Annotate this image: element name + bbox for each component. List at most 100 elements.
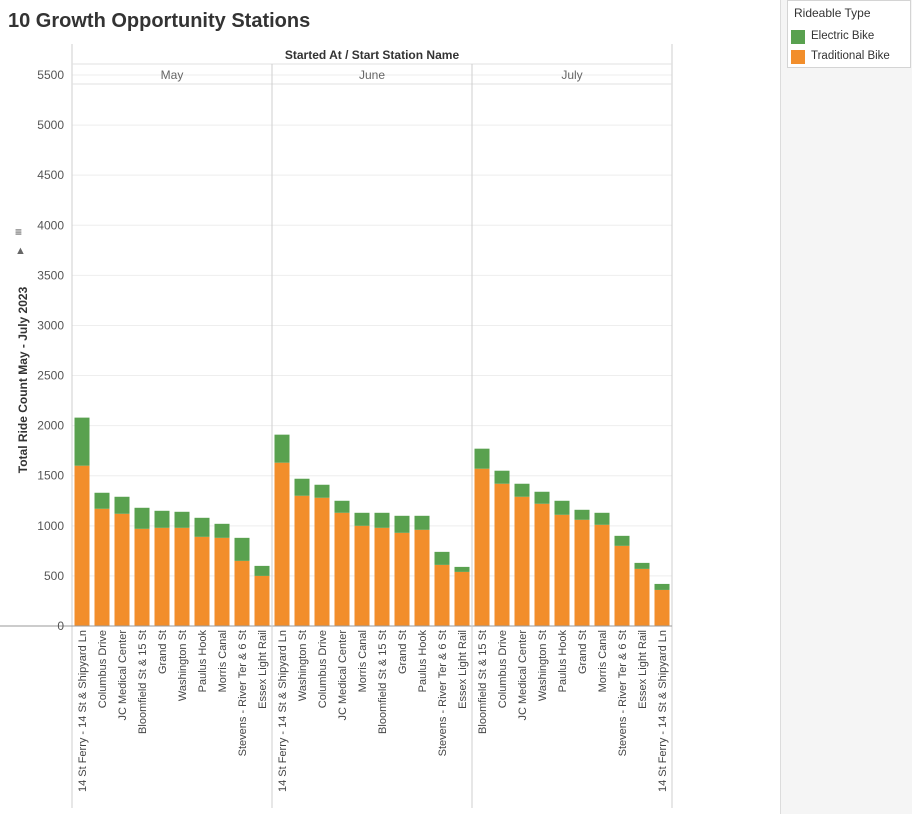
x-tick-label: Washington St [297,630,309,701]
bar-electric [454,566,470,572]
x-tick-label: Grand St [157,630,169,674]
x-tick-label: JC Medical Center [517,630,529,721]
x-tick-label: Stevens - River Ter & 6 St [617,630,629,756]
x-tick-label: JC Medical Center [117,630,129,721]
right-panel [780,0,912,814]
chart-title: 10 Growth Opportunity Stations [8,10,311,32]
sort-icon: ≡ [15,225,22,239]
x-tick-label: Morris Canal [217,630,229,692]
legend-label-traditional: Traditional Bike [811,50,890,62]
bar-electric [414,515,430,530]
x-tick-label: Essex Light Rail [457,630,469,709]
y-tick-label: 1000 [37,519,64,533]
bar-traditional [434,564,450,626]
x-tick-label: 14 St Ferry - 14 St & Shipyard Ln [77,630,89,792]
legend: Rideable Type Electric Bike Traditional … [787,0,911,68]
x-tick-label: Columbus Drive [97,630,109,708]
x-tick-label: Grand St [397,630,409,674]
bar-traditional [334,512,350,626]
y-tick-label: 4500 [37,168,64,182]
legend-title: Rideable Type [794,6,871,20]
bar-electric [254,565,270,576]
bar-traditional [94,508,110,626]
pin-icon: ▲ [15,245,26,257]
y-tick-label: 3000 [37,318,64,332]
bar-traditional [394,532,410,626]
bar-electric [594,512,610,525]
bar-electric [74,417,90,466]
bar-traditional [514,496,530,626]
x-tick-label: Bloomfield St & 15 St [477,630,489,734]
chart-frame [0,44,673,808]
bar-electric [294,478,310,496]
x-tick-label: Columbus Drive [497,630,509,708]
bar-electric [234,537,250,561]
bar-traditional [494,483,510,626]
bar-electric [114,496,130,514]
labels: 0 500 1000 1500 2000 2500 3000 3500 4000 4500 5000… [15,48,669,792]
bar-traditional [554,514,570,626]
bar-traditional [154,527,170,626]
bar-traditional [234,560,250,626]
bar-electric [94,492,110,509]
y-axis-title: Total Ride Count May - July 2023 [16,286,30,473]
bar-traditional [194,536,210,626]
x-tick-label: 14 St Ferry - 14 St & Shipyard Ln [657,630,669,792]
x-tick-label: Stevens - River Ter & 6 St [437,630,449,756]
bar-electric [354,512,370,526]
bar-traditional [574,519,590,626]
bar-electric [554,500,570,515]
bar-traditional [294,495,310,626]
x-tick-label: Morris Canal [597,630,609,692]
bar-electric [514,483,530,497]
bar-electric [174,511,190,528]
bar-traditional [614,545,630,626]
column-header: Started At / Start Station Name [285,48,460,62]
bar-traditional [634,568,650,626]
bar-electric [654,583,670,590]
bar-electric [194,517,210,537]
bar-traditional [134,528,150,626]
x-tick-label: JC Medical Center [337,630,349,721]
x-tick-label: Bloomfield St & 15 St [137,630,149,734]
bar-electric [634,562,650,569]
bar-traditional [74,465,90,626]
x-tick-label: Bloomfield St & 15 St [377,630,389,734]
panel-label-may: May [161,68,184,82]
x-tick-label: Paulus Hook [557,630,569,693]
y-tick-label: 2000 [37,419,64,433]
bar-traditional [534,503,550,626]
bar-traditional [414,529,430,626]
bar-electric [154,510,170,528]
x-tick-label: Essex Light Rail [257,630,269,709]
bar-traditional [594,524,610,626]
bar-traditional [274,462,290,626]
legend-swatch-electric [791,30,805,44]
bar-electric [574,509,590,520]
bar-electric [214,523,230,538]
panel-label-july: July [561,68,582,82]
x-tick-label: Paulus Hook [197,630,209,693]
bar-traditional [474,468,490,626]
y-tick-label: 0 [57,619,64,633]
y-tick-label: 4000 [37,218,64,232]
x-tick-label: Grand St [577,630,589,674]
y-tick-label: 1500 [37,469,64,483]
bar-electric [334,500,350,513]
bar-electric [434,551,450,565]
x-tick-label: Paulus Hook [417,630,429,693]
bar-traditional [114,513,130,626]
bar-traditional [654,589,670,626]
panel-label-june: June [359,68,385,82]
y-tick-label: 5000 [37,118,64,132]
x-tick-label: Stevens - River Ter & 6 St [237,630,249,756]
x-tick-label: Washington St [177,630,189,701]
x-tick-label: Morris Canal [357,630,369,692]
bar-traditional [454,571,470,626]
bar-electric [534,491,550,504]
bar-traditional [314,497,330,626]
stacked-bar-chart: 0 500 1000 1500 2000 2500 3000 3500 4000 4500 5000… [0,44,673,808]
bar-electric [494,470,510,484]
x-tick-label: Columbus Drive [317,630,329,708]
bar-electric [474,448,490,469]
